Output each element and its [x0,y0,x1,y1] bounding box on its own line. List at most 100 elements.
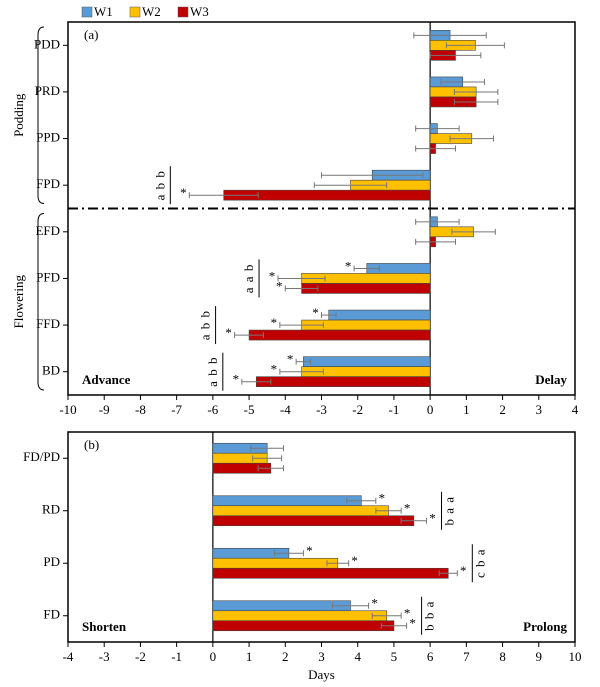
y-tick-label: BD [42,363,60,378]
x-tick-label: 3 [318,649,325,664]
y-tick-label: FD/PD [23,449,60,464]
significance-star: * [351,553,358,568]
x-tick-label: -1 [171,649,182,664]
significance-star: * [276,278,283,293]
error-bar [277,275,326,282]
bar [212,610,387,622]
letter-group: a a b [241,264,256,294]
error-bar [445,42,505,49]
bar [301,283,431,294]
x-tick-label: 5 [391,649,398,664]
y-tick-label: PPD [36,130,60,145]
x-tick-label: 10 [569,649,582,664]
legend-label: W3 [190,4,209,19]
group-bracket [37,213,45,391]
error-bar [380,622,408,629]
error-bar [449,135,495,142]
y-tick-label: FD [43,607,60,622]
letter-group: a b b [198,310,213,340]
significance-star: * [306,543,313,558]
y-tick-label: FFD [36,316,60,331]
error-bar [415,218,460,225]
error-bar [250,445,284,452]
x-tick-label: -2 [352,402,363,417]
x-tick-label: -4 [63,649,74,664]
letter-group: a b b [205,357,220,387]
error-bar [279,322,324,329]
y-tick-label: PDD [34,36,60,51]
bar [212,620,395,632]
error-bar [429,52,482,59]
x-tick-label: 4 [572,402,579,417]
error-bar [415,238,456,245]
group-label: Flowering [11,275,26,329]
error-bar [375,507,402,514]
x-tick-label: -2 [135,649,146,664]
x-tick-label: 4 [354,649,361,664]
significance-star: * [180,185,187,200]
letter-group: b b a [422,601,437,631]
corner-label-right: Prolong [523,619,567,634]
error-bar [453,88,499,95]
error-bar [371,612,402,619]
bar [256,376,431,387]
x-tick-label: -4 [280,402,291,417]
significance-star: * [379,491,386,506]
significance-star: * [271,315,278,330]
bar [212,600,351,612]
error-bar [279,368,324,375]
bar [212,515,415,527]
group-bracket [37,26,45,204]
x-tick-label: 3 [536,402,543,417]
x-tick-label: 2 [282,649,289,664]
legend-swatch [129,6,141,18]
error-bar [257,465,284,472]
error-bar [353,265,380,272]
x-tick-label: -3 [99,649,110,664]
x-tick-label: 2 [499,402,506,417]
y-tick-label: EFD [35,223,60,238]
bar [303,356,431,367]
y-tick-label: PFD [36,269,60,284]
legend-swatch [81,6,93,18]
legend-label: W1 [94,4,113,19]
error-bar [234,332,265,339]
panel-label: (a) [84,27,98,42]
x-tick-label: 7 [463,649,470,664]
corner-label-right: Delay [535,372,567,387]
x-axis-label: Days [308,667,335,682]
bar [212,567,449,579]
significance-star: * [269,268,276,283]
error-bar [331,602,370,609]
x-tick-label: -10 [59,402,76,417]
y-tick-label: FPD [36,176,60,191]
error-bar [321,312,337,319]
legend-swatch [177,6,189,18]
error-bar [295,358,312,365]
x-tick-label: 8 [499,649,506,664]
letter-group: b a a [442,496,457,526]
letter-group: a b b [152,170,167,200]
panel-label: (b) [84,437,99,452]
x-tick-label: -3 [316,402,327,417]
significance-star: * [371,596,378,611]
bar [212,505,389,517]
error-bar [313,182,388,189]
x-tick-label: 0 [210,649,217,664]
significance-star: * [460,563,467,578]
significance-star: * [345,258,352,273]
y-tick-label: PD [43,554,60,569]
x-tick-label: 1 [463,402,470,417]
significance-star: * [225,325,232,340]
x-tick-label: 0 [427,402,434,417]
legend-label: W2 [142,4,161,19]
x-tick-label: 1 [246,649,253,664]
bar [328,309,431,321]
error-bar [415,125,460,132]
significance-star: * [404,606,411,621]
y-tick-label: RD [42,502,60,517]
error-bar [321,172,424,179]
significance-star: * [287,352,294,367]
error-bar [326,560,350,567]
